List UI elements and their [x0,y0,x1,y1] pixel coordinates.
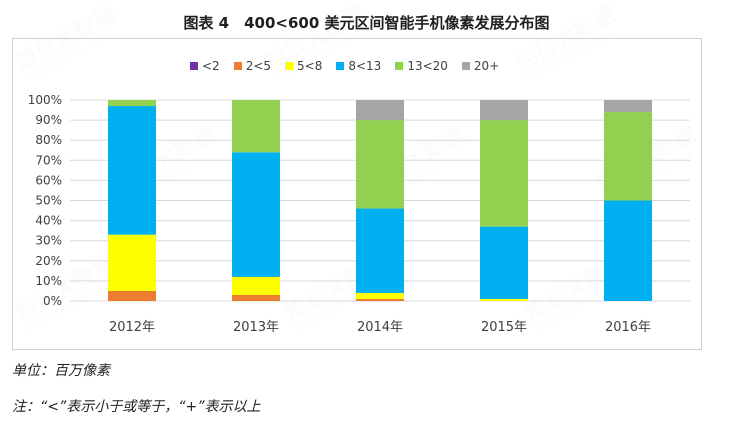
x-tick-label: 2012年 [109,320,155,335]
remark-note: 注：“<”表示小于或等于，“+”表示以上 [12,399,261,415]
y-tick-label: 20% [35,254,62,268]
legend-swatch [285,62,294,70]
watermark: 旭日大数据SUNRISE BIG DATA [10,251,125,336]
bar-segment [356,120,404,209]
bar-segment [108,290,156,301]
legend-item: <2 [190,59,220,73]
legend-swatch [395,62,404,70]
y-tick-label: 60% [35,173,62,187]
legend-swatch [461,62,470,70]
bar-segment [604,100,652,113]
y-tick-label: 10% [35,274,62,288]
y-tick-label: 90% [35,113,62,127]
legend-label: 20+ [473,59,500,73]
x-axis: 2012年 2013年 2014年 2015年 2016年 [109,320,651,335]
legend-swatch [336,62,345,70]
y-tick-label: 50% [35,194,62,208]
legend-item: 5<8 [285,59,322,73]
bar-segment [232,152,280,277]
x-tick-label: 2015年 [481,320,527,335]
y-axis: 0% 10% 20% 30% 40% 50% 60% 70% 80% 90% 100% [28,93,62,308]
legend-item: 8<13 [336,59,381,73]
bar-segment [480,120,528,227]
x-tick-label: 2013年 [233,320,279,335]
legend-label: 5<8 [297,59,323,73]
bar-segment [356,292,404,299]
watermark: 旭日大数据SUNRISE BIG DATA [10,1,125,86]
bar-segment [232,100,280,153]
legend-swatch [233,62,242,70]
bar-segment [356,208,404,293]
legend-label: 2<5 [245,59,272,73]
bar-segment [356,100,404,121]
y-tick-label: 40% [35,214,62,228]
legend-item: 13<20 [395,59,448,73]
legend-item: 20+ [461,59,500,73]
bar-segment [232,276,280,295]
legend-item: 2<5 [233,59,272,73]
bar-segment [604,112,652,201]
y-tick-label: 0% [43,294,62,308]
bar-segment [108,234,156,291]
y-tick-label: 100% [28,93,62,107]
chart-title: 图表 4 400<600 美元区间智能手机像素发展分布图 [183,14,550,32]
unit-note: 单位：百万像素 [12,363,110,379]
bar-segment [356,298,404,301]
legend-label: 13<20 [407,59,448,73]
bar-segment [604,200,652,301]
y-tick-label: 80% [35,133,62,147]
legend-label: 8<13 [348,59,382,73]
legend-swatch [190,62,198,70]
chart-legend: <2 2<5 5<8 8<13 13<20 20+ [190,58,499,74]
x-tick-label: 2014年 [357,320,403,335]
y-tick-label: 30% [35,234,62,248]
bar-segment [480,100,528,121]
bar-segment [108,100,156,107]
bar-segment [480,226,528,299]
bars [108,100,652,301]
legend-label: <2 [202,59,220,73]
bar-segment [108,106,156,235]
bar-segment [232,294,280,301]
y-tick-label: 70% [35,153,62,167]
watermark: 旭日大数据SUNRISE BIG DATA [510,1,625,86]
x-tick-label: 2016年 [605,320,651,335]
bar-segment [480,298,528,301]
